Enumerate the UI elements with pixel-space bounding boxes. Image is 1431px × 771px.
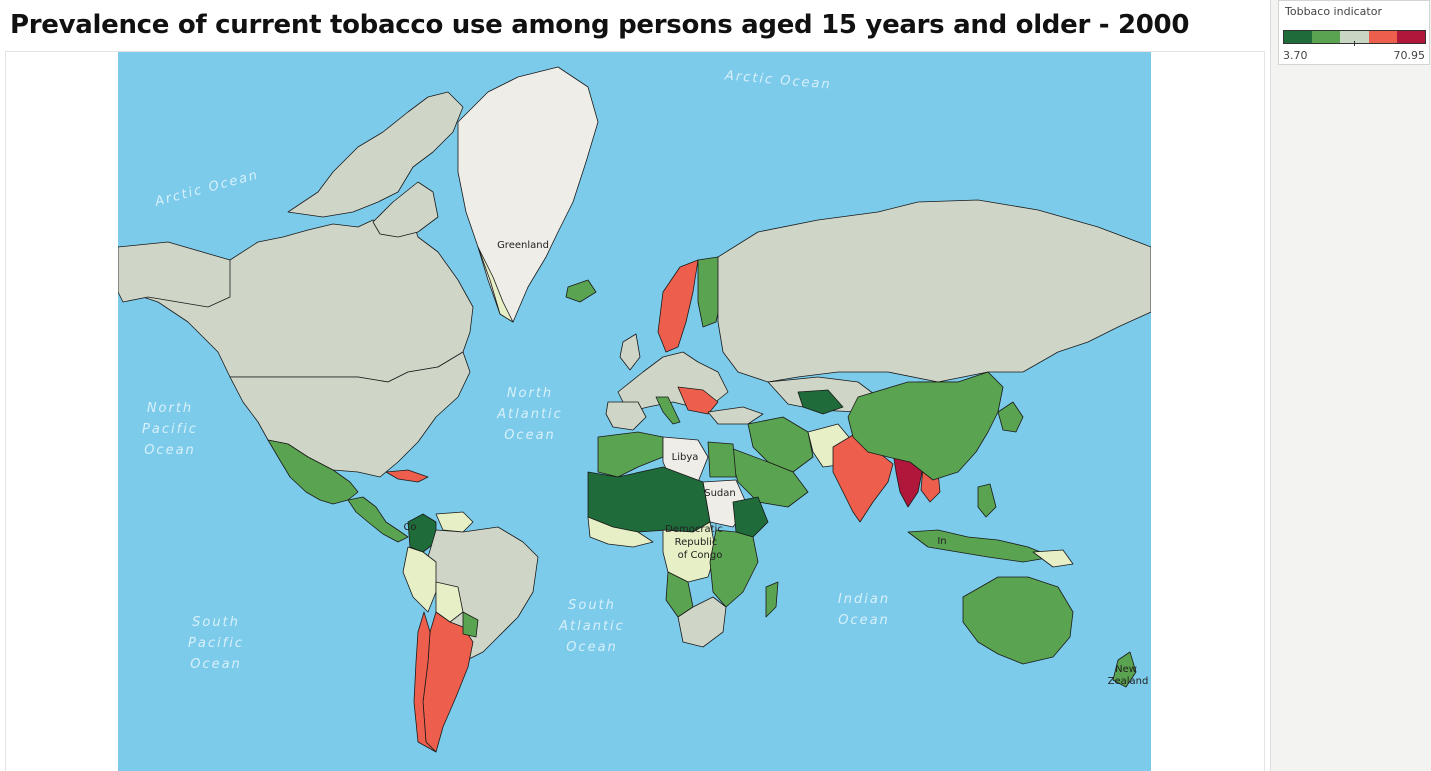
legend-swatch-5 (1396, 31, 1426, 43)
country-cuba[interactable] (385, 469, 429, 483)
country-central-asia[interactable] (797, 389, 844, 415)
label-indonesia: In (937, 536, 946, 547)
country-madagascar[interactable] (765, 581, 779, 618)
legend-min-value: 3.70 (1283, 49, 1308, 62)
country-southern-africa[interactable] (677, 596, 727, 648)
country-ethiopia[interactable] (732, 496, 769, 538)
legend-title: Tobbaco indicator (1285, 5, 1382, 18)
color-legend[interactable]: Tobbaco indicator 3.70 70.95 (1278, 0, 1430, 65)
south-pacific-ocean-label-3: Ocean (190, 657, 242, 672)
country-alaska[interactable] (118, 241, 231, 308)
south-atlantic-ocean-label-1: South (568, 598, 616, 613)
north-pacific-ocean-label-2: Pacific (142, 422, 198, 437)
page-title: Prevalence of current tobacco use among … (10, 10, 1190, 40)
north-atlantic-ocean-label-1: North (507, 386, 553, 401)
label-drc-1: Democratic (665, 524, 723, 535)
north-pacific-ocean-label-1: North (147, 401, 193, 416)
country-balkans[interactable] (677, 386, 719, 415)
country-west-africa[interactable] (587, 516, 654, 548)
country-papua[interactable] (1032, 549, 1074, 568)
south-atlantic-ocean-label-3: Ocean (566, 640, 618, 655)
country-egypt[interactable] (707, 441, 737, 478)
country-greenland[interactable] (457, 66, 599, 323)
indian-ocean-label-1: Indian (838, 592, 890, 607)
country-greenland-south-tip[interactable] (477, 246, 514, 323)
label-drc-2: Republic (675, 537, 718, 548)
north-atlantic-ocean-label-3: Ocean (504, 428, 556, 443)
country-turkey[interactable] (707, 406, 764, 425)
country-saudi-arabia[interactable] (727, 446, 809, 508)
legend-midpoint-tick (1354, 41, 1355, 46)
country-central-america[interactable] (347, 496, 409, 543)
label-drc-3: of Congo (678, 550, 723, 561)
country-norway-sweden[interactable] (657, 259, 699, 353)
country-venezuela[interactable] (435, 511, 474, 533)
label-greenland: Greenland (497, 240, 549, 251)
label-libya: Libya (672, 452, 699, 463)
country-australia[interactable] (962, 576, 1074, 665)
north-atlantic-ocean-label-2: Atlantic (496, 407, 563, 422)
legend-swatch-1 (1284, 31, 1313, 43)
country-philippines[interactable] (977, 483, 997, 518)
country-drc[interactable] (662, 521, 717, 583)
country-bolivia[interactable] (435, 581, 464, 623)
country-chile[interactable] (413, 611, 437, 753)
country-iran-iraq[interactable] (747, 416, 814, 473)
country-baffin[interactable] (372, 181, 439, 238)
label-colombia: Co (403, 522, 416, 533)
indian-ocean-label-2: Ocean (838, 613, 890, 628)
label-sudan: Sudan (704, 488, 736, 499)
country-italy[interactable] (655, 396, 681, 425)
country-china[interactable] (847, 371, 1004, 481)
country-iceland[interactable] (565, 279, 597, 303)
south-pacific-ocean-label-2: Pacific (188, 636, 244, 651)
country-paraguay[interactable] (462, 611, 479, 638)
world-map[interactable]: Arctic Ocean Arctic Ocean North Atlantic… (118, 52, 1151, 771)
map-svg[interactable]: Arctic Ocean Arctic Ocean North Atlantic… (118, 52, 1151, 771)
south-pacific-ocean-label-1: South (192, 615, 240, 630)
country-labels: Greenland Libya Sudan Democratic Republi… (403, 240, 1148, 687)
country-new-zealand[interactable] (1112, 651, 1137, 688)
country-russia[interactable] (717, 199, 1151, 383)
legend-max-value: 70.95 (1393, 49, 1426, 62)
legend-swatch-3 (1340, 31, 1369, 43)
legend-swatch-2 (1312, 31, 1341, 43)
country-east-africa[interactable] (709, 529, 759, 608)
country-north-africa-west[interactable] (597, 431, 664, 478)
side-panel (1270, 0, 1431, 771)
south-atlantic-ocean-label-2: Atlantic (558, 619, 625, 634)
country-spain-portugal[interactable] (605, 401, 647, 431)
country-peru[interactable] (402, 546, 437, 613)
north-pacific-ocean-label-3: Ocean (144, 443, 196, 458)
legend-swatch-4 (1368, 31, 1397, 43)
label-new-zealand-2: Zealand (1108, 676, 1149, 687)
country-uk[interactable] (619, 333, 641, 371)
country-korea-japan[interactable] (997, 401, 1024, 433)
label-new-zealand-1: New (1115, 664, 1137, 675)
country-canada-arctic-islands[interactable] (287, 91, 464, 218)
